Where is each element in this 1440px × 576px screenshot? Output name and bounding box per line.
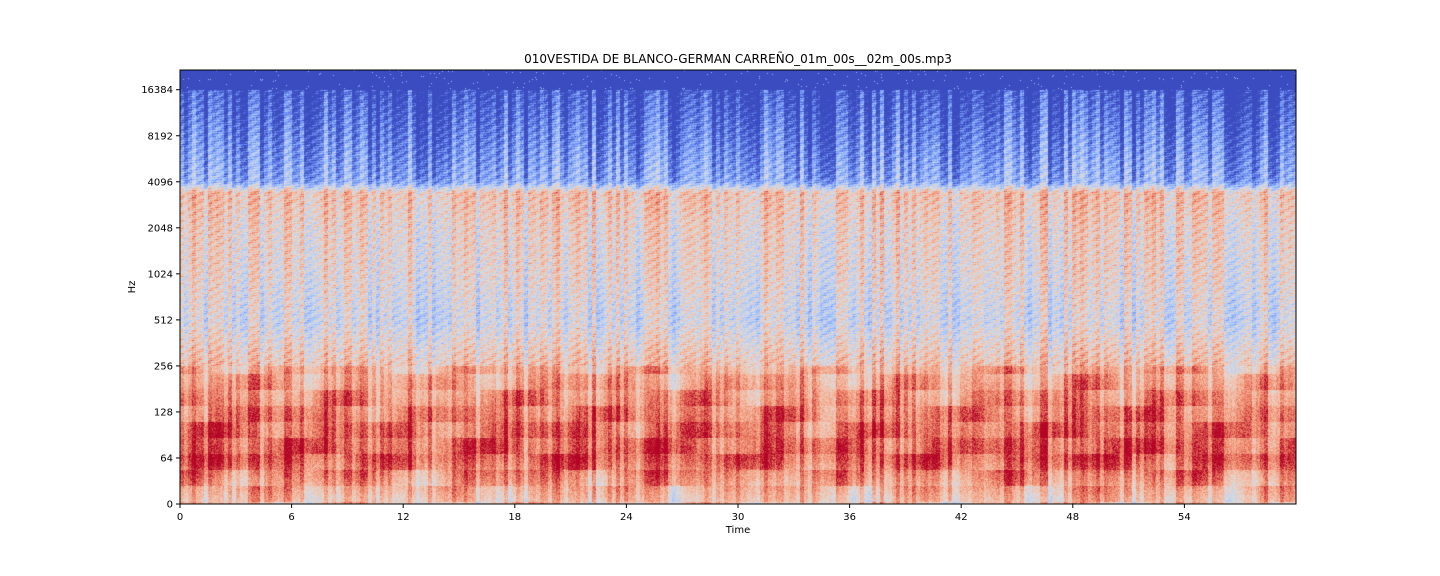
chart-title: 010VESTIDA DE BLANCO-GERMAN CARREÑO_01m_…: [524, 51, 952, 66]
x-tick-label: 30: [732, 512, 745, 523]
y-tick-label: 2048: [148, 223, 173, 234]
y-tick-label: 8192: [148, 131, 173, 142]
y-tick-label: 256: [154, 361, 173, 372]
x-tick-label: 0: [177, 512, 183, 523]
x-tick-label: 18: [508, 512, 521, 523]
y-axis: 0 64 128 256 512 1024 2048 4096 8192 16384: [141, 85, 180, 511]
y-tick-label: 64: [160, 453, 173, 464]
y-axis-label: Hz: [127, 281, 138, 294]
x-tick-label: 24: [620, 512, 633, 523]
x-tick-label: 6: [288, 512, 294, 523]
x-axis: 0 6 12 18 24 30 36 42 48 54: [177, 504, 1191, 523]
spectrogram-heatmap: [180, 70, 1296, 504]
x-tick-label: 36: [843, 512, 856, 523]
y-tick-label: 512: [154, 315, 173, 326]
x-tick-label: 12: [397, 512, 410, 523]
y-tick-label: 1024: [148, 269, 173, 280]
x-tick-label: 54: [1178, 512, 1191, 523]
x-tick-label: 48: [1066, 512, 1079, 523]
y-tick-label: 16384: [141, 85, 173, 96]
y-tick-label: 128: [154, 407, 173, 418]
x-tick-label: 42: [955, 512, 968, 523]
y-tick-label: 4096: [148, 177, 173, 188]
x-axis-label: Time: [725, 525, 750, 536]
y-tick-label: 0: [167, 500, 173, 511]
